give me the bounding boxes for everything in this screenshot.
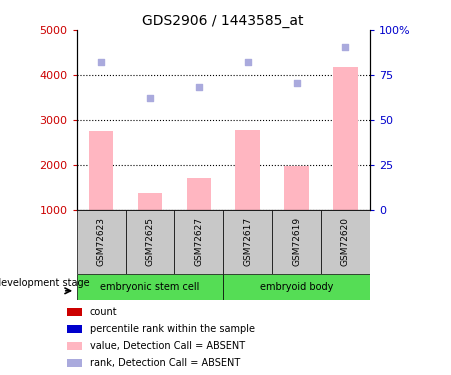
Bar <box>272 210 321 274</box>
Bar <box>77 274 223 300</box>
Point <box>195 84 202 90</box>
Text: value, Detection Call = ABSENT: value, Detection Call = ABSENT <box>90 341 245 351</box>
Text: count: count <box>90 307 117 317</box>
Bar <box>187 178 211 210</box>
Text: development stage: development stage <box>0 278 89 288</box>
Text: embryonic stem cell: embryonic stem cell <box>100 282 200 292</box>
Text: embryoid body: embryoid body <box>260 282 333 292</box>
Bar <box>67 308 82 316</box>
Bar <box>67 325 82 333</box>
Point <box>97 59 105 65</box>
Text: percentile rank within the sample: percentile rank within the sample <box>90 324 255 334</box>
Bar <box>77 210 125 274</box>
Bar <box>284 166 309 210</box>
Bar <box>223 210 272 274</box>
Bar <box>223 274 370 300</box>
Text: GSM72620: GSM72620 <box>341 217 350 266</box>
Bar <box>235 130 260 210</box>
Text: GSM72617: GSM72617 <box>243 217 252 266</box>
Text: rank, Detection Call = ABSENT: rank, Detection Call = ABSENT <box>90 358 240 368</box>
Title: GDS2906 / 1443585_at: GDS2906 / 1443585_at <box>143 13 304 28</box>
Bar <box>67 342 82 350</box>
Point <box>244 59 251 65</box>
Point <box>293 80 300 86</box>
Point <box>342 44 349 50</box>
Text: GSM72625: GSM72625 <box>146 217 154 266</box>
Bar <box>138 193 162 210</box>
Bar <box>125 210 175 274</box>
Bar <box>333 67 358 210</box>
Bar <box>89 131 113 210</box>
Bar <box>175 210 223 274</box>
Bar <box>321 210 370 274</box>
Text: GSM72627: GSM72627 <box>194 217 203 266</box>
Text: GSM72623: GSM72623 <box>97 217 106 266</box>
Bar <box>67 359 82 367</box>
Point <box>146 94 153 100</box>
Text: GSM72619: GSM72619 <box>292 217 301 266</box>
